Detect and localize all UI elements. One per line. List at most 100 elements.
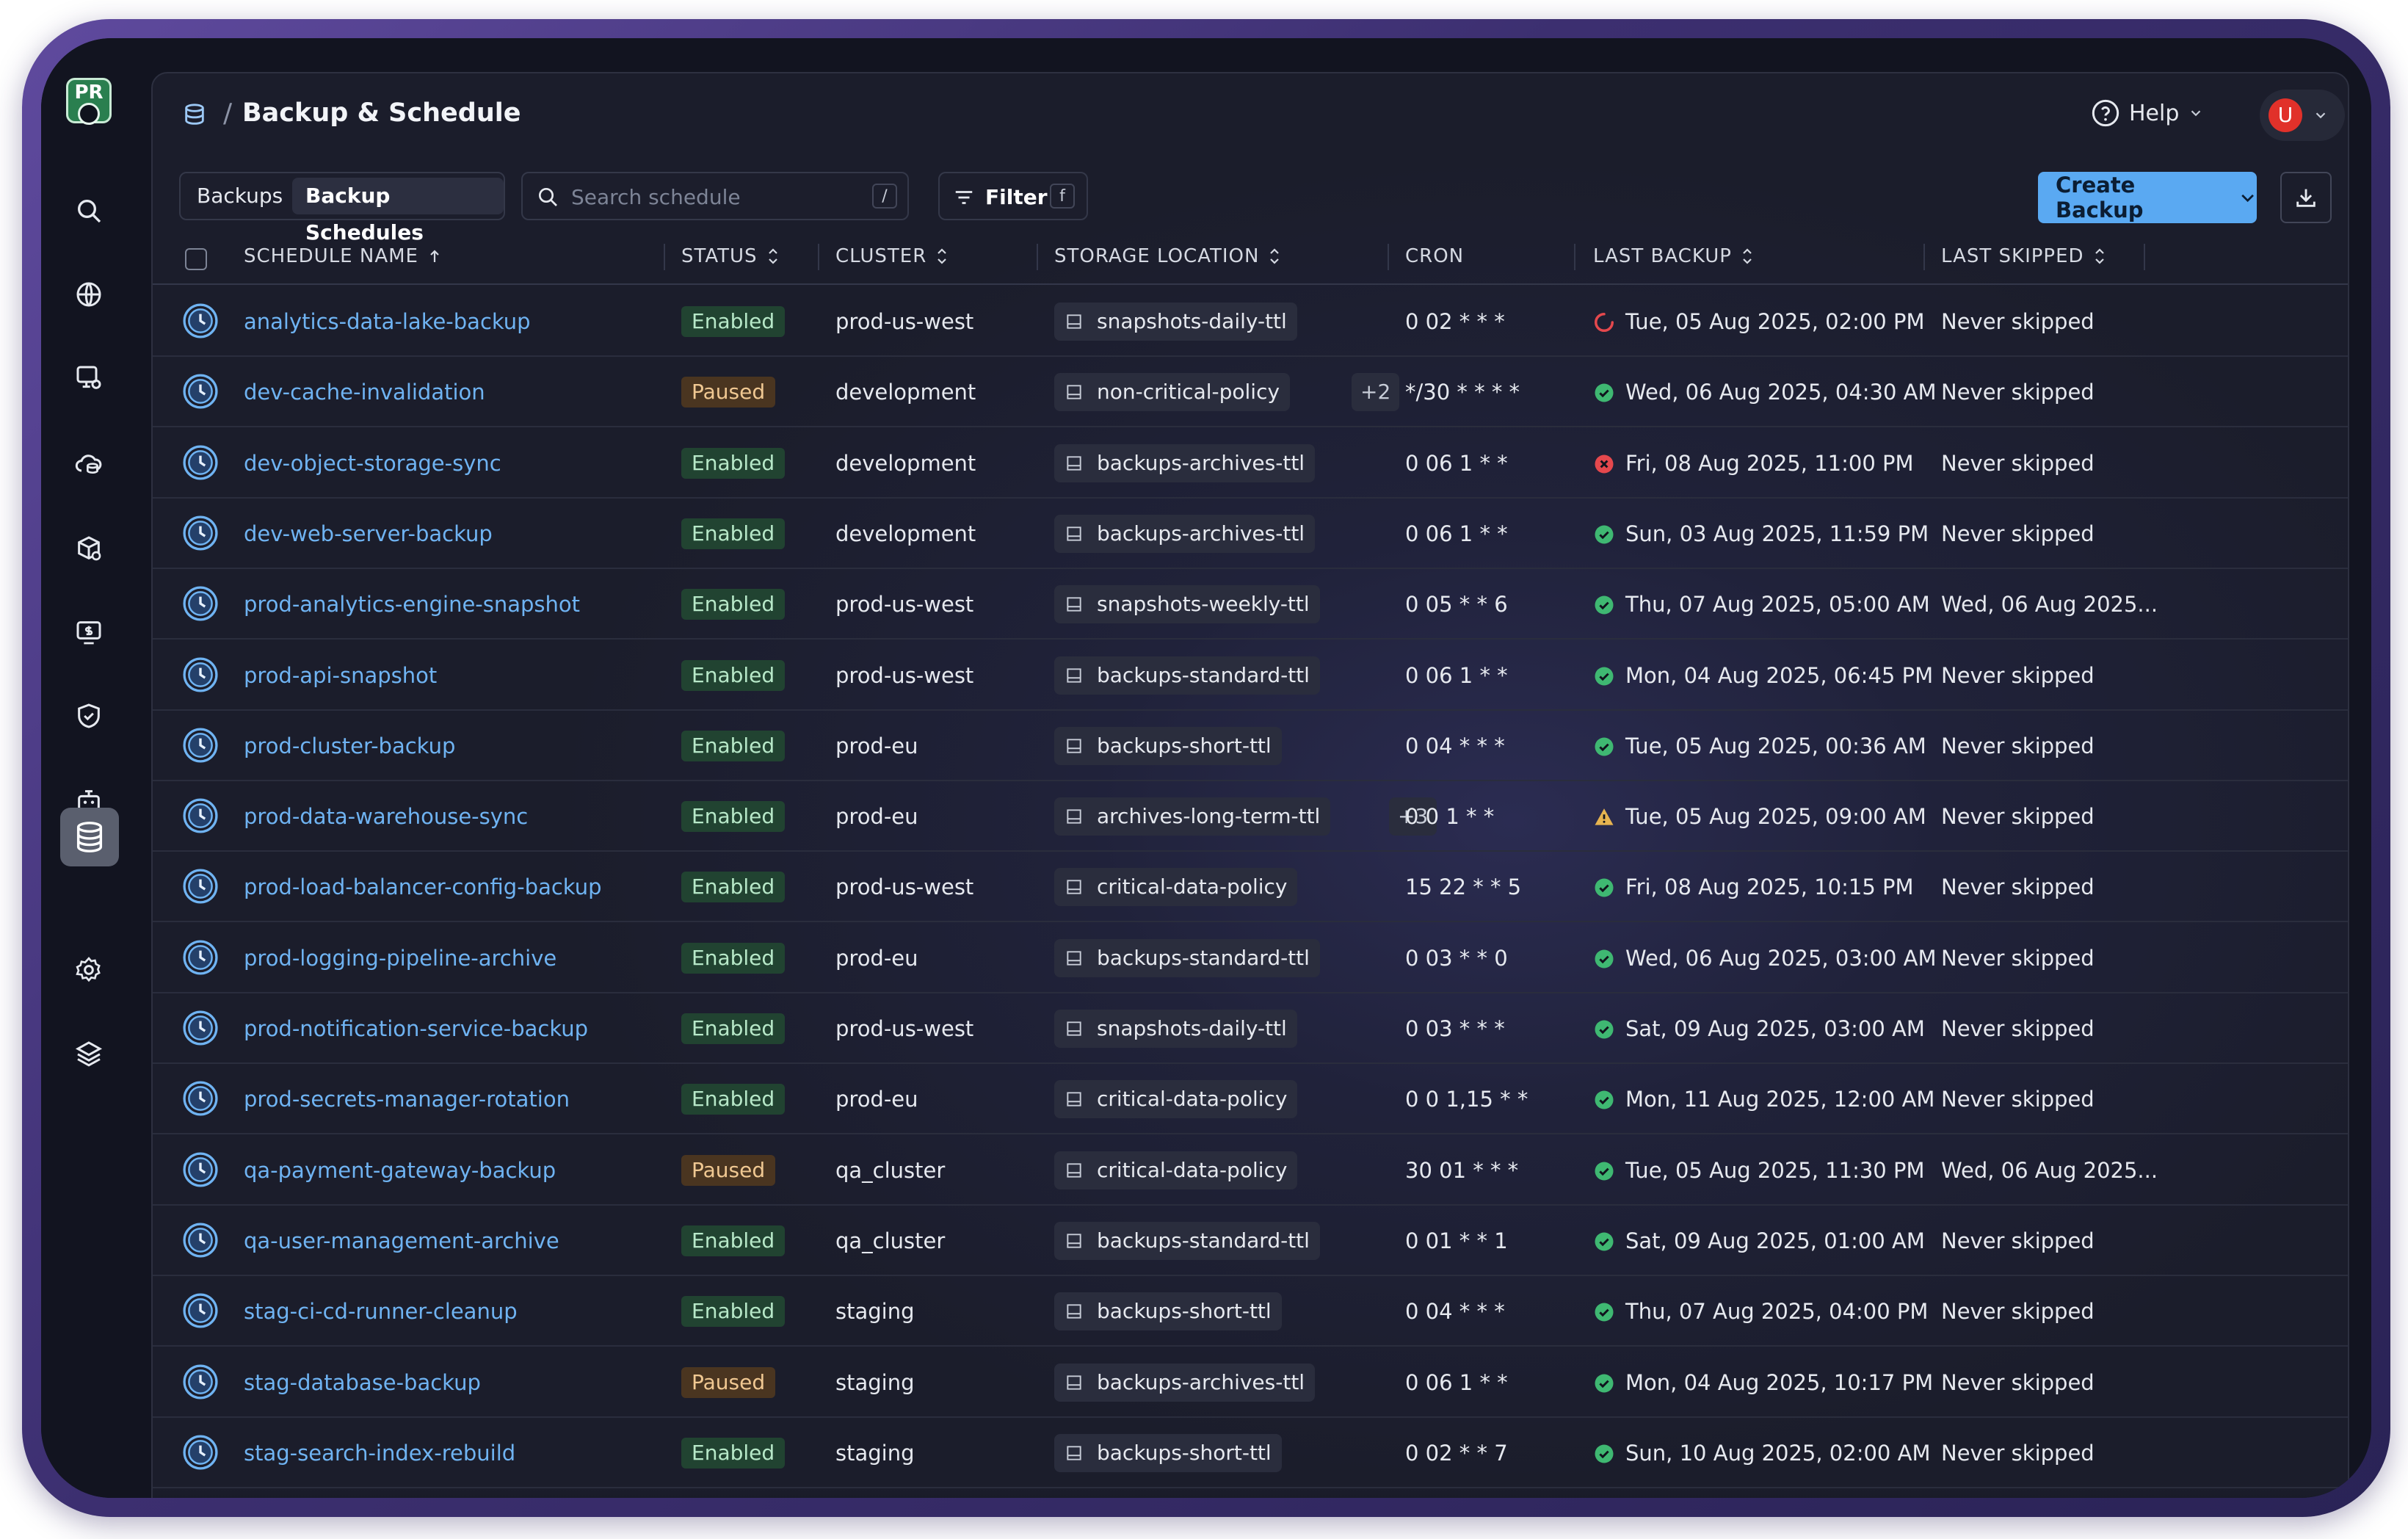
column-header-last-skipped[interactable]: LAST SKIPPED <box>1941 229 2106 283</box>
chevron-down-icon <box>2315 112 2326 119</box>
column-header-last-backup[interactable]: LAST BACKUP <box>1593 229 1754 283</box>
schedule-name-link[interactable]: dev-object-storage-sync <box>244 450 501 476</box>
table-row[interactable]: dev-object-storage-sync Enabled developmen… <box>153 428 2348 499</box>
sidebar-item-database[interactable] <box>60 808 119 866</box>
sidebar-item-search[interactable] <box>70 192 107 229</box>
last-backup-time: Fri, 08 Aug 2025, 10:15 PM <box>1625 874 1914 900</box>
table-row[interactable]: qa-payment-gateway-backup Paused qa_cluste… <box>153 1135 2348 1206</box>
schedule-name-link[interactable]: stag-search-index-rebuild <box>244 1440 516 1466</box>
table-row[interactable]: prod-secrets-manager-rotation Enabled prod… <box>153 1064 2348 1135</box>
table-row[interactable]: dev-cache-invalidation Paused development n… <box>153 357 2348 428</box>
cloud-database-icon <box>75 455 102 474</box>
table-row[interactable]: stag-search-index-rebuild Enabled staging b… <box>153 1418 2348 1488</box>
table-row[interactable]: analytics-data-lake-backup Enabled prod-us… <box>153 286 2348 357</box>
sidebar-item-cost-monitor[interactable] <box>70 614 107 651</box>
storage-location-chip[interactable]: backups-short-ttl <box>1054 726 1282 765</box>
download-button[interactable] <box>2280 172 2332 223</box>
sidebar-item-cloud-database[interactable] <box>70 445 107 482</box>
app-logo[interactable]: PR <box>66 78 112 125</box>
storage-location-chip[interactable]: non-critical-policy <box>1054 373 1291 412</box>
storage-location-chip[interactable]: critical-data-policy <box>1054 1080 1298 1119</box>
schedule-clock-icon <box>183 1364 218 1399</box>
column-label: LAST BACKUP <box>1593 245 1732 267</box>
storage-location-chip[interactable]: critical-data-policy <box>1054 1151 1298 1189</box>
bolt-icon <box>78 103 100 125</box>
sidebar-item-globe[interactable] <box>70 276 107 313</box>
table-row[interactable]: stag-database-backup Paused staging backups… <box>153 1347 2348 1418</box>
table-row[interactable]: prod-load-balancer-config-backup Enabled p… <box>153 852 2348 923</box>
schedule-name-link[interactable]: dev-cache-invalidation <box>244 380 485 405</box>
cube-settings-icon <box>78 536 101 561</box>
schedule-name-link[interactable]: prod-secrets-manager-rotation <box>244 1087 570 1112</box>
column-header-cluster[interactable]: CLUSTER <box>835 229 949 283</box>
cluster-name: staging <box>835 1299 915 1325</box>
storage-location-chip[interactable]: snapshots-weekly-ttl <box>1054 585 1320 624</box>
table-row[interactable]: prod-api-snapshot Enabled prod-us-west back… <box>153 640 2348 711</box>
storage-location-chip[interactable]: backups-standard-ttl <box>1054 938 1320 977</box>
storage-location-label: backups-archives-ttl <box>1097 521 1305 546</box>
sidebar-item-cube-settings[interactable] <box>70 530 107 567</box>
storage-location-chip[interactable]: snapshots-daily-ttl <box>1054 1010 1297 1048</box>
schedule-name-link[interactable]: analytics-data-lake-backup <box>244 309 531 334</box>
storage-location-chip[interactable]: backups-standard-ttl <box>1054 1221 1320 1260</box>
storage-location-chip[interactable]: backups-standard-ttl <box>1054 656 1320 695</box>
sidebar-item-settings[interactable] <box>70 952 107 988</box>
column-header-schedule-name[interactable]: SCHEDULE NAME <box>244 229 442 283</box>
tab-backups[interactable]: Backups <box>197 184 283 208</box>
table-row[interactable]: dev-web-server-backup Enabled development b… <box>153 499 2348 569</box>
breadcrumb-separator: / <box>223 98 233 128</box>
schedule-name-link[interactable]: prod-data-warehouse-sync <box>244 804 529 830</box>
schedule-name-link[interactable]: prod-logging-pipeline-archive <box>244 945 557 971</box>
column-header-status[interactable]: STATUS <box>681 229 780 283</box>
schedule-name-link[interactable]: prod-notification-service-backup <box>244 1016 589 1041</box>
user-menu[interactable]: U <box>2260 90 2345 141</box>
storage-location-chip[interactable]: backups-archives-ttl <box>1054 1363 1316 1402</box>
last-skipped: Never skipped <box>1941 309 2095 334</box>
success-status-icon <box>1595 1020 1614 1039</box>
table-row[interactable]: prod-logging-pipeline-archive Enabled prod… <box>153 923 2348 993</box>
running-status-icon <box>1595 313 1614 332</box>
schedule-name-link[interactable]: qa-payment-gateway-backup <box>244 1157 556 1183</box>
search-input[interactable]: Search schedule / <box>521 172 909 220</box>
sidebar-item-server-gear[interactable] <box>70 360 107 396</box>
filter-button[interactable]: Filter f <box>938 172 1088 220</box>
sidebar-item-layers[interactable] <box>70 1035 107 1072</box>
schedule-name-link[interactable]: prod-api-snapshot <box>244 662 438 688</box>
schedule-name-link[interactable]: dev-web-server-backup <box>244 521 493 546</box>
schedule-name-link[interactable]: prod-analytics-engine-snapshot <box>244 592 581 618</box>
storage-location-chip[interactable]: critical-data-policy <box>1054 868 1298 907</box>
table-row[interactable]: prod-cluster-backup Enabled prod-eu backups… <box>153 711 2348 781</box>
column-divider <box>1923 244 1925 270</box>
create-backup-button[interactable]: Create Backup <box>2038 172 2257 223</box>
storage-location-chip[interactable]: snapshots-daily-ttl <box>1054 303 1297 341</box>
schedule-name-link[interactable]: prod-cluster-backup <box>244 733 456 758</box>
help-menu[interactable]: Help <box>2091 98 2204 128</box>
schedule-name-link[interactable]: qa-user-management-archive <box>244 1228 559 1253</box>
last-skipped: Never skipped <box>1941 450 2095 476</box>
schedule-name-link[interactable]: stag-database-backup <box>244 1369 481 1395</box>
filter-icon <box>955 191 973 204</box>
storage-location-chip[interactable]: backups-short-ttl <box>1054 1433 1282 1472</box>
storage-location-chip[interactable]: backups-archives-ttl <box>1054 514 1316 553</box>
storage-icon <box>1067 455 1081 471</box>
select-all-checkbox[interactable] <box>185 248 207 270</box>
cron-expression: 0 04 * * * <box>1405 733 1505 758</box>
storage-location-chip[interactable]: backups-short-ttl <box>1054 1292 1282 1331</box>
tab-backup-schedules[interactable]: Backup Schedules <box>292 178 504 245</box>
storage-icon <box>1067 1446 1081 1460</box>
storage-location-chip[interactable]: backups-archives-ttl <box>1054 443 1316 482</box>
table-row[interactable]: qa-user-management-archive Enabled qa_clus… <box>153 1206 2348 1276</box>
search-placeholder: Search schedule <box>571 185 741 209</box>
storage-extra-count[interactable]: +3 <box>1389 797 1437 836</box>
column-header-storage-location[interactable]: STORAGE LOCATION <box>1054 229 1281 283</box>
table-row[interactable]: prod-notification-service-backup Enabled p… <box>153 993 2348 1064</box>
sidebar-item-shield-check[interactable] <box>70 698 107 734</box>
table-row[interactable]: prod-analytics-engine-snapshot Enabled pro… <box>153 569 2348 640</box>
schedule-name-link[interactable]: prod-load-balancer-config-backup <box>244 874 602 900</box>
table-row[interactable]: prod-data-warehouse-sync Enabled prod-eu ar… <box>153 781 2348 852</box>
schedule-name-link[interactable]: stag-ci-cd-runner-cleanup <box>244 1299 518 1325</box>
table-row[interactable]: stag-ci-cd-runner-cleanup Enabled staging b… <box>153 1276 2348 1347</box>
layers-icon <box>75 1041 103 1067</box>
storage-extra-count[interactable]: +2 <box>1352 373 1400 412</box>
storage-location-chip[interactable]: archives-long-term-ttl <box>1054 797 1331 836</box>
